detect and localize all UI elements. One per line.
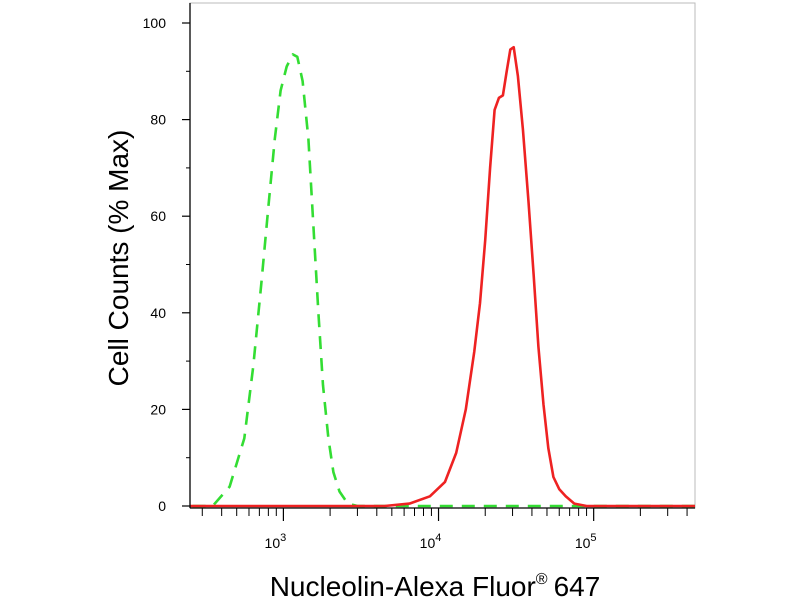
- y-tick-label: 100: [143, 15, 167, 31]
- y-tick-label: 60: [150, 208, 166, 224]
- x-tick-label: 103: [265, 532, 287, 551]
- y-tick-label: 0: [158, 498, 166, 514]
- dashed-green-histogram-line: [192, 53, 695, 508]
- x-tick-label: 105: [575, 532, 597, 551]
- x-axis-title: Nucleolin-Alexa Fluor® 647: [270, 571, 601, 600]
- y-tick-label: 40: [150, 305, 166, 321]
- solid-red-histogram-line: [190, 45, 695, 508]
- x-axis-title-text: Nucleolin-Alexa Fluor: [270, 571, 536, 600]
- y-tick-label: 20: [150, 401, 166, 417]
- histogram-curves: [190, 45, 695, 508]
- x-axis-title-suffix: 647: [554, 571, 601, 600]
- x-tick-label: 104: [420, 532, 442, 551]
- y-tick-label: 80: [150, 112, 166, 128]
- axes: 0 20 40 60 80 100 103 104 105: [143, 3, 695, 551]
- plot-frame: [189, 2, 696, 509]
- y-axis-title: Cell Counts (% Max): [103, 130, 134, 387]
- x-axis-title-superscript: ®: [536, 571, 548, 588]
